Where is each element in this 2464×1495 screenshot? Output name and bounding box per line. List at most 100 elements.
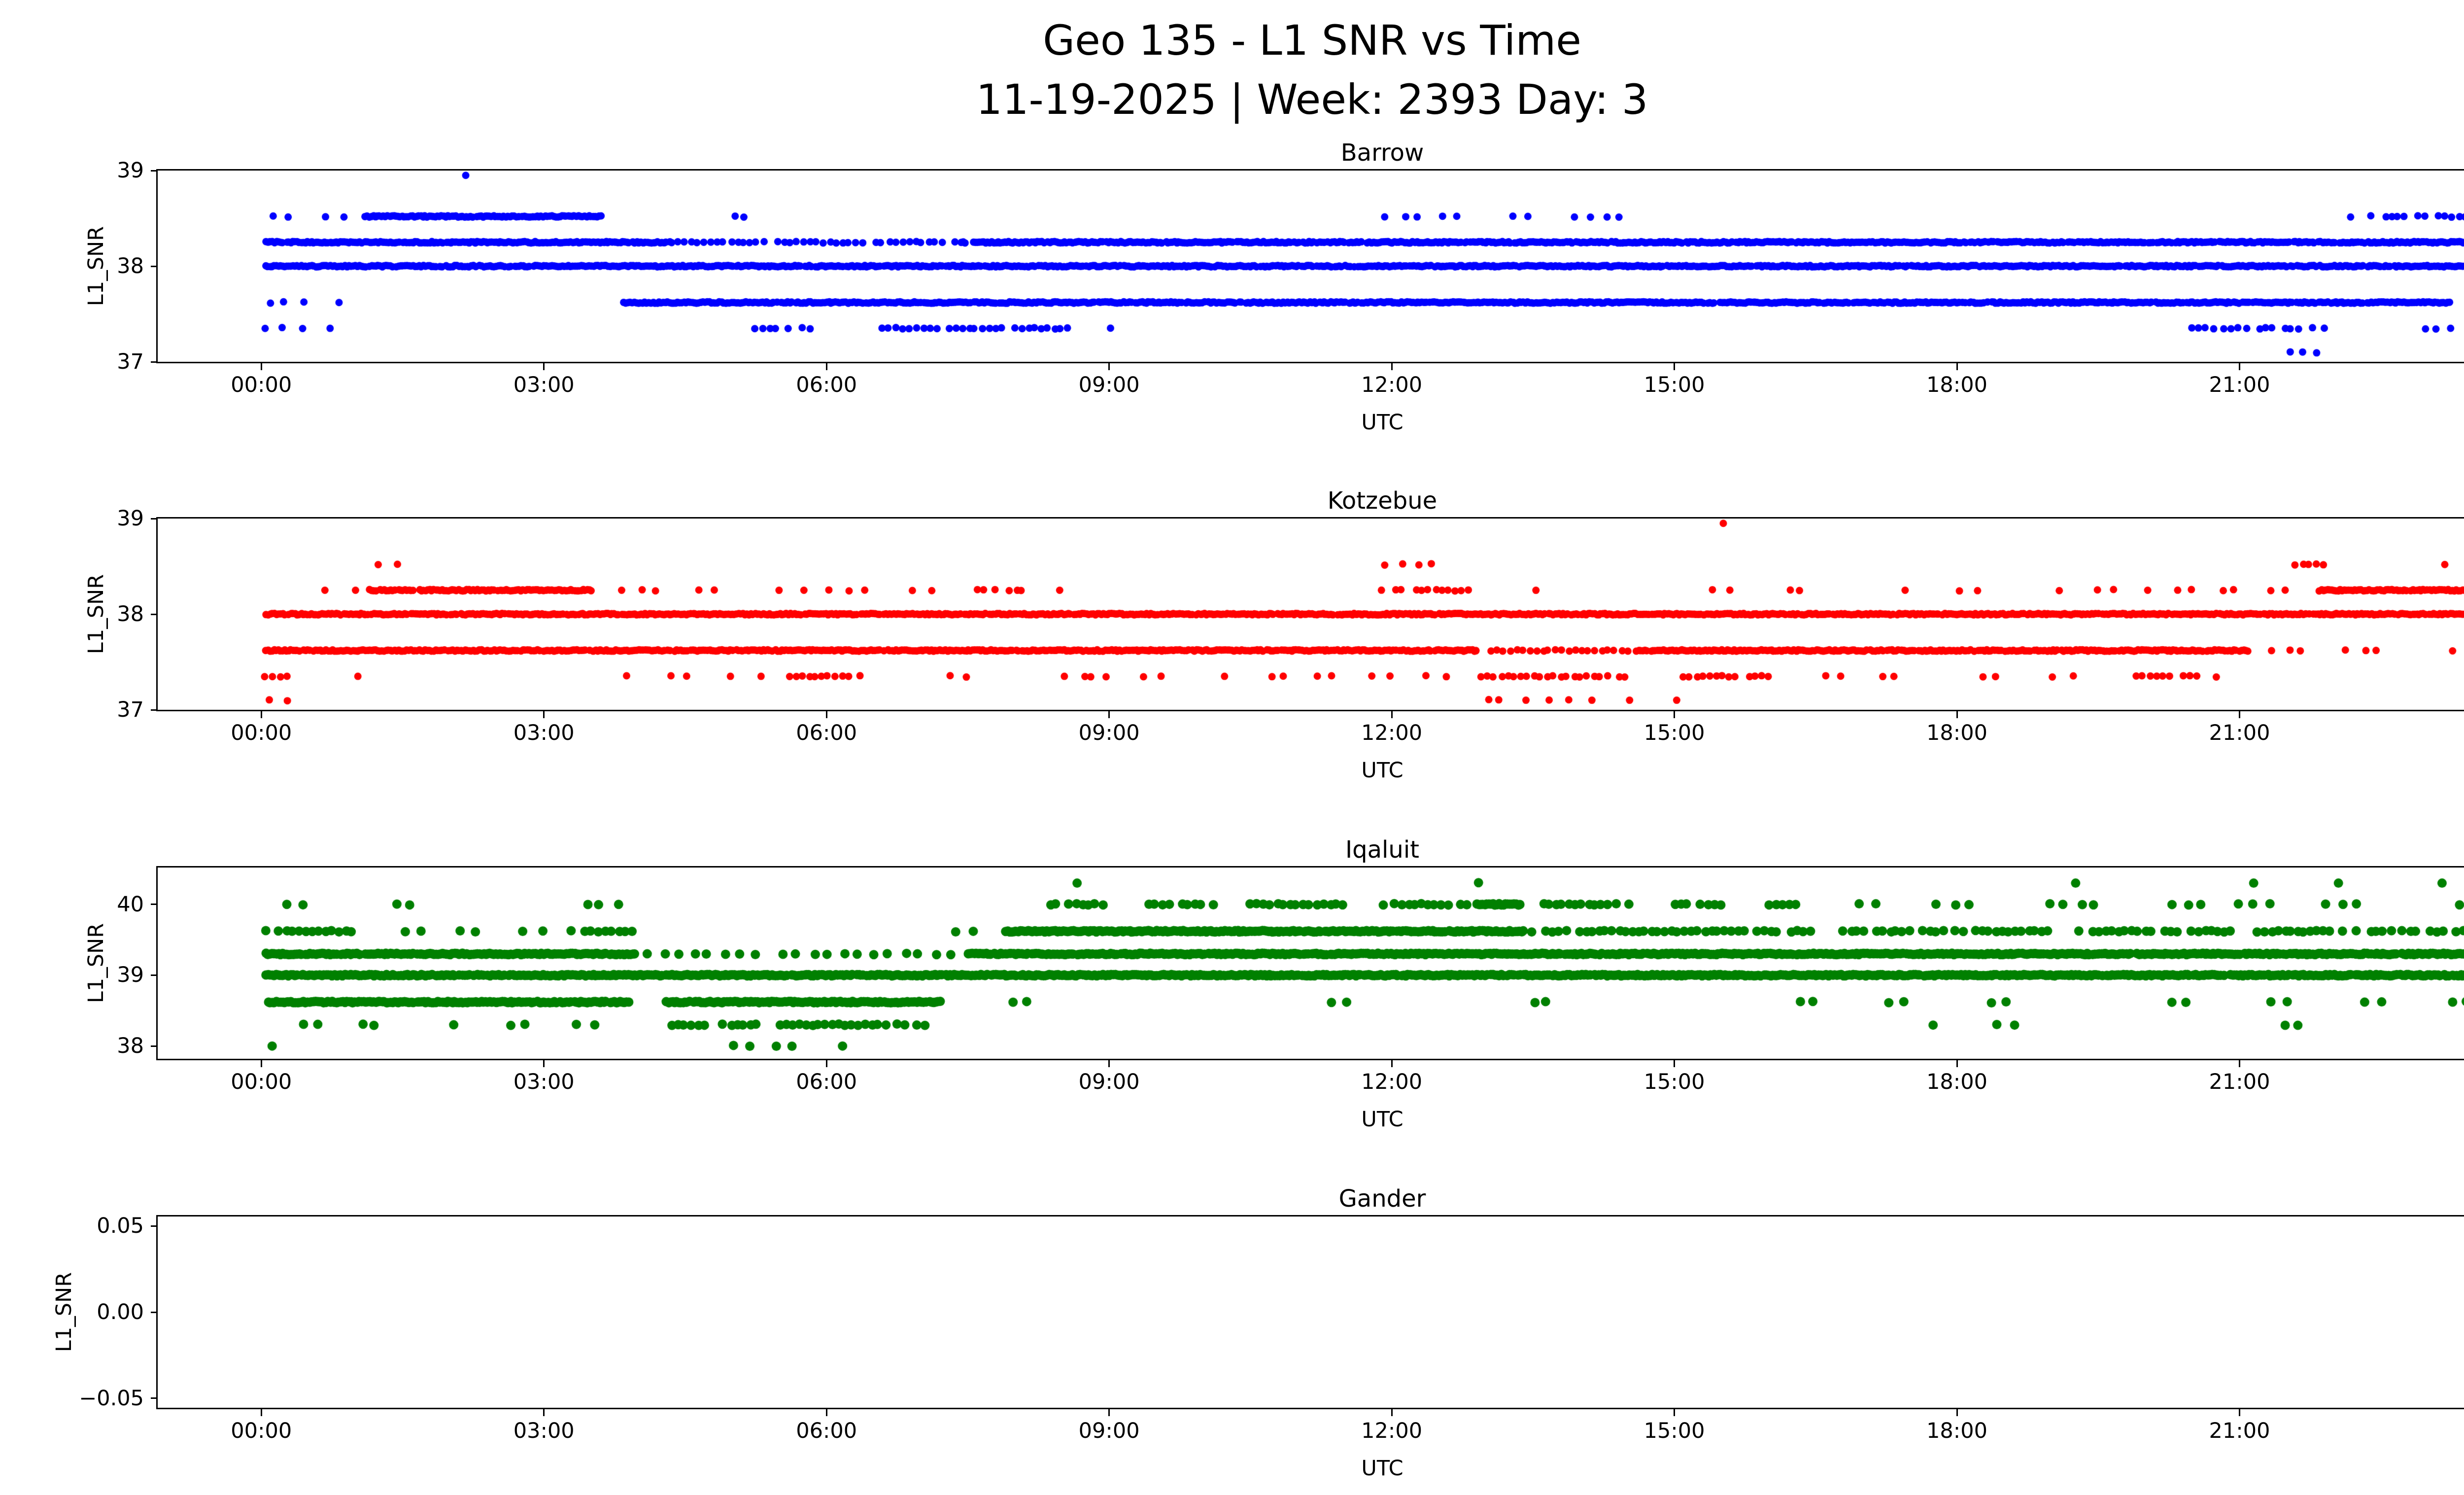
subplot-title: Barrow — [1340, 139, 1424, 167]
x-tick-label: 00:00 — [231, 373, 292, 397]
x-tick-label: 06:00 — [796, 1419, 857, 1443]
subplot-title: Kotzebue — [1327, 487, 1437, 515]
y-tick-label: 37 — [117, 349, 144, 374]
x-tick-label: 12:00 — [1361, 1419, 1423, 1443]
y-tick-label: 39 — [117, 506, 144, 531]
x-tick-mark — [543, 1409, 545, 1416]
figure-title: Geo 135 - L1 SNR vs Time 11-19-2025 | We… — [0, 11, 2464, 129]
y-tick-label: 0.05 — [97, 1214, 144, 1239]
y-tick-label: 39 — [117, 158, 144, 183]
x-tick-label: 00:00 — [231, 1419, 292, 1443]
x-tick-mark — [260, 1409, 262, 1416]
y-tick-mark — [151, 1397, 158, 1399]
x-tick-label: 15:00 — [1643, 373, 1705, 397]
y-tick-mark — [151, 518, 158, 520]
x-tick-mark — [1391, 363, 1393, 370]
x-tick-mark — [260, 363, 262, 370]
figure-title-line2: 11-19-2025 | Week: 2393 Day: 3 — [976, 75, 1648, 124]
x-tick-label: 09:00 — [1078, 1419, 1140, 1443]
x-tick-label: 21:00 — [2209, 1070, 2270, 1094]
x-axis-label: UTC — [1361, 758, 1403, 783]
x-tick-label: 18:00 — [1926, 1419, 1987, 1443]
plot-area — [156, 866, 2464, 1060]
x-tick-label: 06:00 — [796, 1070, 857, 1094]
scatter-points-canvas — [158, 171, 2464, 362]
x-tick-label: 03:00 — [513, 1070, 575, 1094]
scatter-points-canvas — [158, 868, 2464, 1059]
y-tick-mark — [151, 1225, 158, 1227]
x-tick-label: 21:00 — [2209, 373, 2270, 397]
y-tick-mark — [151, 613, 158, 615]
x-tick-label: 00:00 — [231, 1070, 292, 1094]
x-tick-label: 09:00 — [1078, 1070, 1140, 1094]
x-tick-label: 12:00 — [1361, 1070, 1423, 1094]
x-tick-label: 06:00 — [796, 721, 857, 745]
y-tick-label: 38 — [117, 254, 144, 278]
subplot-title: Gander — [1338, 1185, 1426, 1213]
x-tick-label: 18:00 — [1926, 1070, 1987, 1094]
x-tick-mark — [260, 1060, 262, 1067]
x-tick-label: 21:00 — [2209, 1419, 2270, 1443]
x-tick-mark — [1108, 1060, 1110, 1067]
y-tick-label: 38 — [117, 602, 144, 626]
y-tick-mark — [151, 1311, 158, 1313]
x-tick-mark — [825, 711, 827, 718]
y-tick-mark — [151, 170, 158, 172]
x-tick-label: 21:00 — [2209, 721, 2270, 745]
x-axis-label: UTC — [1361, 1456, 1403, 1481]
y-tick-label: 40 — [117, 892, 144, 917]
x-tick-mark — [543, 1060, 545, 1067]
x-tick-label: 00:00 — [231, 721, 292, 745]
y-tick-mark — [151, 361, 158, 363]
x-tick-mark — [2239, 363, 2240, 370]
x-axis-label: UTC — [1361, 1107, 1403, 1132]
x-tick-mark — [2239, 1409, 2240, 1416]
x-tick-mark — [1391, 711, 1393, 718]
plot-area — [156, 517, 2464, 711]
x-tick-label: 03:00 — [513, 721, 575, 745]
x-tick-label: 03:00 — [513, 1419, 575, 1443]
x-tick-mark — [825, 1060, 827, 1067]
y-tick-mark — [151, 904, 158, 905]
x-tick-mark — [1674, 1409, 1676, 1416]
x-tick-label: 15:00 — [1643, 1419, 1705, 1443]
x-tick-label: 00:00 — [2458, 720, 2464, 746]
x-tick-mark — [1674, 711, 1676, 718]
subplot-title: Iqaluit — [1345, 836, 1419, 864]
x-tick-mark — [543, 363, 545, 370]
plot-area — [156, 169, 2464, 363]
x-tick-mark — [1108, 363, 1110, 370]
x-tick-label: 00:00 — [2458, 1069, 2464, 1095]
x-tick-mark — [825, 363, 827, 370]
x-tick-mark — [260, 711, 262, 718]
x-tick-mark — [543, 711, 545, 718]
y-tick-label: 0.00 — [97, 1300, 144, 1324]
y-tick-mark — [151, 974, 158, 976]
x-tick-mark — [2239, 711, 2240, 718]
x-tick-label: 15:00 — [1643, 721, 1705, 745]
x-tick-label: 12:00 — [1361, 373, 1423, 397]
x-tick-mark — [825, 1409, 827, 1416]
scatter-points-canvas — [158, 1217, 2464, 1408]
x-tick-label: 18:00 — [1926, 373, 1987, 397]
x-tick-mark — [1391, 1060, 1393, 1067]
figure-title-line1: Geo 135 - L1 SNR vs Time — [1043, 16, 1581, 65]
x-tick-mark — [1108, 711, 1110, 718]
y-tick-mark — [151, 709, 158, 711]
x-tick-mark — [2239, 1060, 2240, 1067]
y-tick-mark — [151, 1045, 158, 1047]
scatter-points-canvas — [158, 519, 2464, 710]
x-tick-mark — [1956, 711, 1958, 718]
x-tick-mark — [1674, 1060, 1676, 1067]
y-tick-label: 38 — [117, 1034, 144, 1059]
x-tick-mark — [1956, 1409, 1958, 1416]
x-tick-mark — [1391, 1409, 1393, 1416]
x-tick-label: 03:00 — [513, 373, 575, 397]
x-tick-label: 09:00 — [1078, 373, 1140, 397]
plot-area — [156, 1215, 2464, 1409]
x-tick-label: 00:00 — [2458, 1418, 2464, 1444]
y-tick-mark — [151, 265, 158, 267]
y-tick-label: 37 — [117, 697, 144, 722]
x-tick-label: 15:00 — [1643, 1070, 1705, 1094]
